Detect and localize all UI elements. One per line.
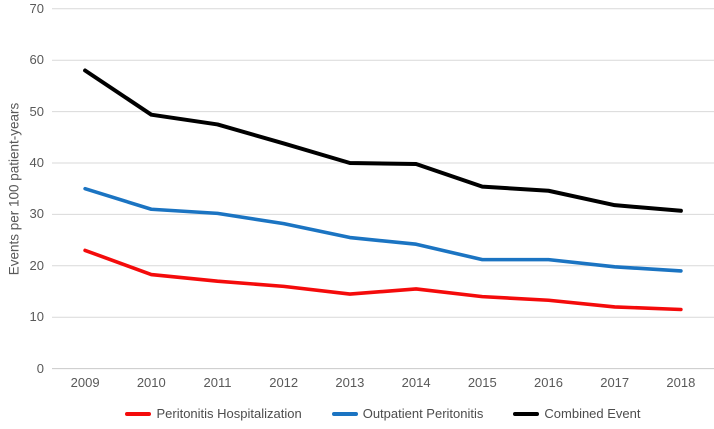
x-tick-label: 2016 — [534, 375, 563, 390]
y-tick-label: 60 — [29, 52, 44, 68]
x-tick-label: 2012 — [269, 375, 299, 390]
y-tick-label: 0 — [36, 360, 44, 376]
y-tick-label: 20 — [29, 257, 44, 273]
legend-item-outpatient-peritonitis: Outpatient Peritonitis — [331, 406, 484, 421]
legend-label: Combined Event — [544, 406, 641, 421]
legend-swatch-blue-line-icon — [331, 411, 358, 416]
x-tick-label: 2009 — [70, 375, 100, 390]
x-tick-label: 2013 — [335, 375, 365, 390]
x-tick-label: 2015 — [467, 375, 497, 390]
legend-swatch-red-line-icon — [125, 411, 152, 416]
legend-label: Outpatient Peritonitis — [362, 406, 484, 421]
series-line-combined-event — [83, 68, 683, 213]
y-tick-label: 10 — [29, 309, 44, 325]
x-tick-label: 2010 — [136, 375, 166, 390]
x-tick-label: 2011 — [203, 375, 232, 390]
series-line-outpatient-peritonitis — [83, 186, 683, 273]
legend-item-peritonitis-hospitalization: Peritonitis Hospitalization — [125, 406, 302, 421]
legend-swatch-black-line-icon — [513, 411, 540, 416]
legend-item-combined-event: Combined Event — [513, 406, 641, 421]
y-tick-label: 50 — [29, 103, 44, 119]
y-axis-title: Events per 100 patient-years — [6, 102, 22, 276]
legend: Peritonitis Hospitalization Outpatient P… — [52, 406, 714, 421]
legend-label: Peritonitis Hospitalization — [156, 406, 302, 421]
y-tick-label: 30 — [29, 206, 44, 222]
series-line-peritonitis-hospitalization — [83, 248, 683, 312]
y-tick-label: 40 — [29, 155, 44, 170]
x-tick-label: 2014 — [401, 375, 431, 390]
x-tick-label: 2017 — [600, 375, 630, 390]
y-tick-label: 70 — [29, 0, 44, 16]
x-tick-label: 2018 — [666, 375, 696, 390]
